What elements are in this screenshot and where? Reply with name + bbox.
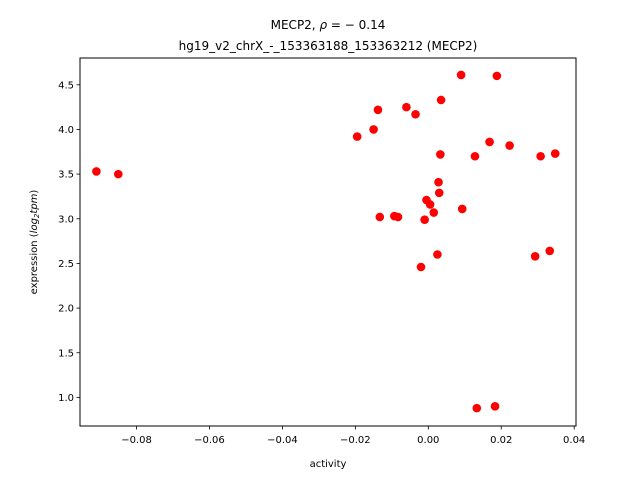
data-point [456, 70, 466, 80]
data-point [457, 204, 467, 214]
title-rho-symbol: ρ [319, 18, 327, 32]
data-points [92, 70, 560, 413]
y-tick-label: 2.0 [58, 304, 74, 315]
x-tick-label: −0.06 [194, 435, 225, 446]
data-point [436, 95, 446, 105]
data-point [393, 212, 403, 222]
ylabel-prefix: expression ( [29, 233, 40, 294]
y-tick-label: 2.5 [58, 259, 74, 270]
plot-frame [79, 57, 577, 427]
y-axis-ticks: 1.0 1.5 2.0 2.5 3.0 3.5 4.0 4.5 [58, 80, 80, 404]
data-point [472, 403, 482, 413]
ylabel-subscript: 2 [33, 213, 41, 218]
data-point [113, 169, 123, 179]
y-axis-label: expression (log2tpm) [29, 190, 41, 295]
data-point [420, 215, 429, 224]
data-point [402, 102, 411, 112]
ylabel-suffix: ) [29, 190, 40, 194]
y-tick-label: 4.5 [58, 80, 74, 91]
data-point [436, 150, 445, 159]
ylabel-log: log [29, 218, 40, 233]
data-point [92, 167, 101, 176]
x-tick-label: 0.04 [563, 435, 585, 446]
x-axis-label: activity [310, 459, 347, 470]
x-axis-ticks: −0.08 −0.06 −0.04 −0.02 0.00 0.02 0.04 [121, 426, 585, 446]
data-point [375, 212, 385, 222]
plot-area [80, 58, 576, 426]
data-point [411, 109, 420, 119]
data-point [425, 200, 435, 209]
y-tick-label: 3.0 [58, 214, 74, 225]
data-point [505, 141, 514, 150]
y-tick-label: 3.5 [58, 170, 74, 181]
data-point [434, 177, 443, 187]
title-prefix: MECP2, [271, 18, 320, 32]
x-tick-label: −0.08 [121, 435, 152, 446]
data-point [373, 105, 383, 115]
data-point [352, 132, 362, 141]
data-point [530, 251, 540, 261]
data-point [433, 250, 442, 259]
y-tick-label: 4.0 [58, 125, 74, 136]
x-tick-label: 0.00 [417, 435, 439, 446]
data-point [490, 402, 500, 411]
y-tick-label: 1.0 [58, 393, 74, 404]
ylabel-tpm: tpm [29, 193, 40, 213]
x-tick-label: −0.04 [267, 435, 298, 446]
x-tick-label: 0.02 [490, 435, 512, 446]
data-point [485, 137, 494, 147]
data-point [492, 71, 502, 81]
data-point [429, 208, 439, 217]
data-point [470, 151, 480, 161]
data-point [550, 149, 560, 158]
y-tick-label: 1.5 [58, 348, 74, 359]
chart-title-line1: MECP2, ρ = − 0.14 [271, 18, 386, 32]
data-point [545, 246, 555, 256]
data-point [434, 188, 444, 198]
data-point [369, 125, 378, 134]
title-rho-value: = − 0.14 [327, 18, 385, 32]
data-point [536, 151, 545, 161]
x-tick-label: −0.02 [340, 435, 371, 446]
chart-title-line2: hg19_v2_chrX_-_153363188_153363212 (MECP… [179, 39, 478, 53]
data-point [416, 262, 426, 272]
